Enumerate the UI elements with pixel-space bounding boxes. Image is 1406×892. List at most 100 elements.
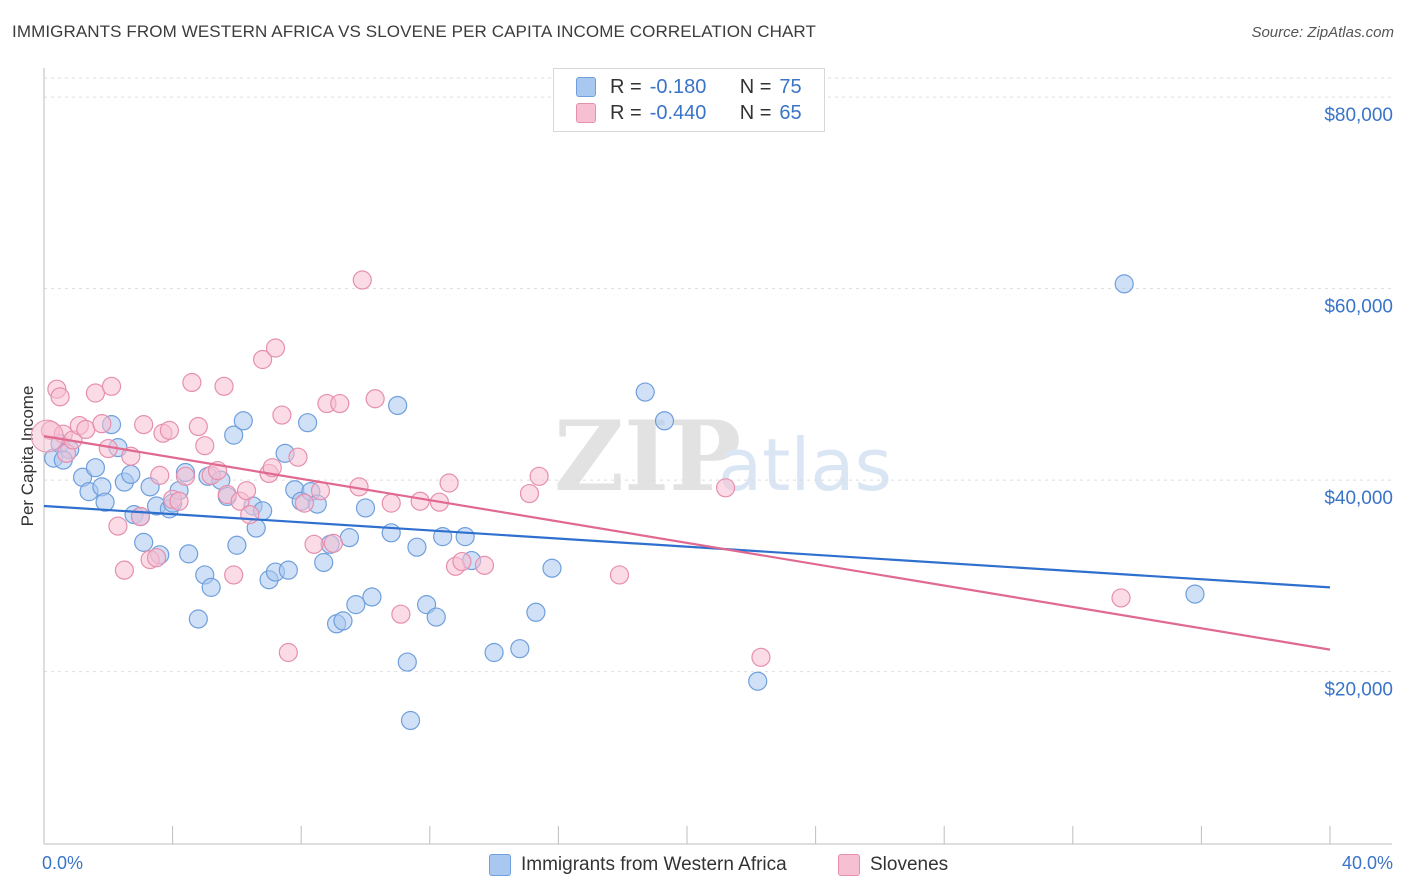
data-point [179, 544, 199, 564]
data-point [362, 587, 382, 607]
legend-r-value: -0.440 [649, 101, 707, 124]
data-point [346, 595, 366, 615]
data-point [159, 420, 179, 440]
data-point [114, 560, 134, 580]
data-point [751, 647, 771, 667]
data-point [175, 466, 196, 486]
data-point [330, 393, 350, 414]
legend-n-label: N = [739, 75, 772, 98]
legend-swatch-pink [576, 103, 596, 123]
data-point [236, 481, 257, 501]
data-point [201, 577, 221, 597]
bottom-legend-label: Immigrants from Western Africa [521, 854, 787, 875]
data-point [1185, 584, 1205, 604]
data-point [85, 458, 106, 478]
bottom-legend-slovenes: Slovenes [838, 852, 948, 878]
data-point [233, 411, 253, 431]
data-point [526, 602, 546, 622]
data-point [391, 604, 411, 624]
trend-line-western-africa [43, 504, 1331, 589]
bottom-legend-swatch-blue [489, 854, 511, 876]
data-point [85, 383, 106, 403]
data-point [188, 609, 208, 629]
legend-swatch-blue [576, 77, 596, 97]
data-point [314, 552, 334, 573]
data-point [365, 389, 385, 409]
data-point [397, 652, 417, 672]
data-point [1111, 588, 1131, 608]
data-point [748, 671, 768, 691]
data-point [278, 560, 298, 580]
data-point [134, 415, 154, 435]
data-point [92, 414, 112, 434]
x-tick-label-max: 40.0% [1342, 853, 1393, 873]
legend-n-value: 65 [779, 101, 802, 124]
data-point [609, 565, 630, 585]
data-point [240, 505, 260, 525]
watermark-atlas: atlas [718, 423, 892, 507]
data-point [224, 425, 244, 445]
data-point [146, 548, 167, 568]
data-point [381, 493, 401, 513]
data-point [134, 532, 154, 552]
data-point [76, 419, 96, 440]
data-point [542, 558, 562, 578]
data-point [474, 555, 495, 575]
data-point [182, 372, 202, 393]
data-point [510, 639, 530, 659]
watermark-zip: ZIP [554, 400, 741, 513]
data-point [253, 349, 273, 370]
data-point [339, 527, 360, 548]
data-point [169, 491, 189, 511]
data-point [278, 642, 298, 663]
data-point [452, 551, 472, 572]
data-point [130, 506, 151, 527]
data-point [635, 382, 655, 402]
y-tick-label: $80,000 [1324, 105, 1393, 126]
data-point [352, 270, 372, 290]
data-point [288, 447, 308, 467]
legend-r-label: R = [610, 101, 642, 124]
legend-row-western-africa: R = -0.180 N = 75 [576, 75, 802, 99]
data-point [484, 642, 504, 663]
data-point [265, 338, 286, 358]
data-point [654, 411, 675, 431]
y-tick-label: $60,000 [1324, 297, 1393, 318]
data-point [1114, 274, 1134, 294]
data-point [121, 464, 141, 485]
data-point [224, 565, 244, 585]
data-point [407, 537, 427, 557]
bottom-legend-swatch-pink [838, 854, 860, 876]
data-point [439, 473, 459, 493]
data-point [227, 535, 247, 555]
legend-r-value: -0.180 [649, 75, 707, 98]
data-point [455, 527, 475, 547]
legend-n-value: 75 [779, 75, 802, 98]
bottom-legend-label: Slovenes [870, 854, 949, 875]
data-point [50, 387, 70, 407]
data-point [426, 607, 446, 627]
data-point [95, 492, 115, 512]
data-point [410, 491, 430, 511]
chart-title: IMMIGRANTS FROM WESTERN AFRICA VS SLOVEN… [12, 22, 816, 41]
legend-row-slovenes: R = -0.440 N = 65 [576, 101, 802, 125]
data-point [355, 498, 376, 518]
data-point [333, 611, 353, 631]
data-point [304, 534, 324, 554]
data-point [529, 466, 549, 486]
data-point [298, 413, 318, 433]
stats-legend: R = -0.180 N = 75 R = -0.440 N = 65 [553, 68, 825, 132]
data-point [108, 516, 128, 536]
data-point [195, 436, 215, 456]
data-point [294, 493, 315, 513]
chart-source: Source: ZipAtlas.com [1251, 24, 1394, 41]
y-tick-label: $20,000 [1324, 680, 1393, 701]
legend-n-label: N = [739, 101, 772, 124]
data-point [310, 481, 331, 501]
data-point [323, 533, 343, 553]
data-point [388, 395, 408, 416]
data-point [101, 376, 122, 396]
data-point [400, 710, 421, 731]
y-tick-label: $40,000 [1324, 488, 1393, 509]
trend-line-slovenes [43, 435, 1331, 651]
